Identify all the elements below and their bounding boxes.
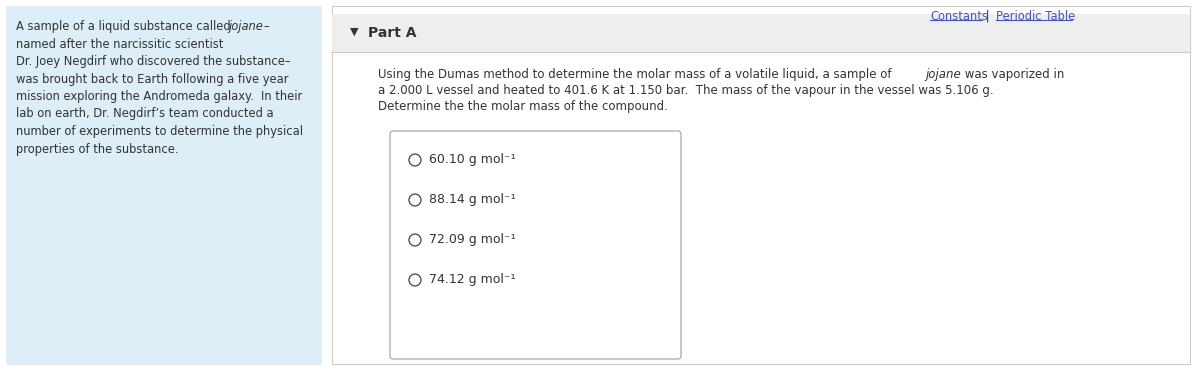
Text: Constants: Constants — [930, 10, 988, 23]
Text: named after the narcissitic scientist: named after the narcissitic scientist — [16, 37, 223, 51]
FancyBboxPatch shape — [332, 6, 1190, 364]
Text: jojane: jojane — [925, 68, 961, 81]
Text: Using the Dumas method to determine the molar mass of a volatile liquid, a sampl: Using the Dumas method to determine the … — [378, 68, 895, 81]
Text: 60.10 g mol⁻¹: 60.10 g mol⁻¹ — [430, 153, 516, 166]
Text: Determine the the molar mass of the compound.: Determine the the molar mass of the comp… — [378, 100, 668, 113]
Text: Dr. Joey Negdirf who discovered the substance–: Dr. Joey Negdirf who discovered the subs… — [16, 55, 290, 68]
Text: Periodic Table: Periodic Table — [996, 10, 1075, 23]
Text: number of experiments to determine the physical: number of experiments to determine the p… — [16, 125, 302, 138]
Text: 72.09 g mol⁻¹: 72.09 g mol⁻¹ — [430, 234, 516, 246]
Text: |: | — [982, 10, 994, 23]
FancyBboxPatch shape — [6, 6, 322, 365]
Text: Part A: Part A — [368, 26, 416, 40]
Text: was brought back to Earth following a five year: was brought back to Earth following a fi… — [16, 73, 288, 85]
Text: A sample of a liquid substance called: A sample of a liquid substance called — [16, 20, 234, 33]
Text: 74.12 g mol⁻¹: 74.12 g mol⁻¹ — [430, 274, 516, 287]
Text: –: – — [263, 20, 269, 33]
Text: mission exploring the Andromeda galaxy.  In their: mission exploring the Andromeda galaxy. … — [16, 90, 302, 103]
FancyBboxPatch shape — [390, 131, 682, 359]
Text: lab on earth, Dr. Negdirf’s team conducted a: lab on earth, Dr. Negdirf’s team conduct… — [16, 107, 274, 121]
Text: was vaporized in: was vaporized in — [961, 68, 1064, 81]
Text: jojane: jojane — [228, 20, 263, 33]
FancyBboxPatch shape — [332, 14, 1190, 52]
Text: ▼: ▼ — [350, 27, 359, 37]
Text: properties of the substance.: properties of the substance. — [16, 143, 179, 155]
Text: a 2.000 L vessel and heated to 401.6 K at 1.150 bar.  The mass of the vapour in : a 2.000 L vessel and heated to 401.6 K a… — [378, 84, 994, 97]
Text: 88.14 g mol⁻¹: 88.14 g mol⁻¹ — [430, 194, 516, 206]
